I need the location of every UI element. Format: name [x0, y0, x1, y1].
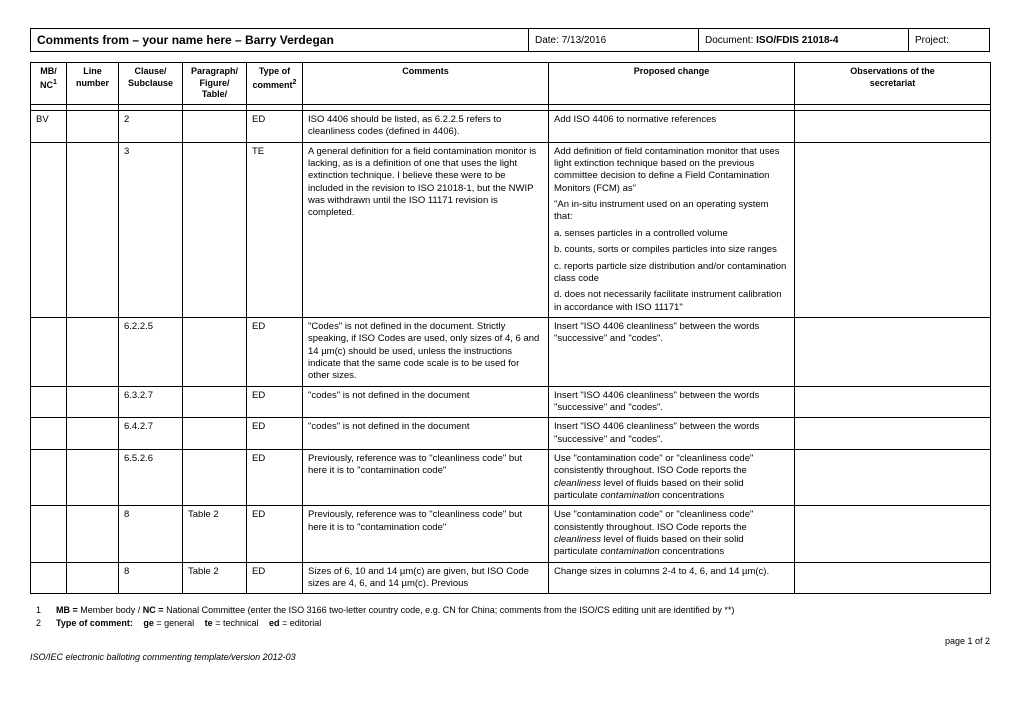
table-row: 6.4.2.7ED"codes" is not defined in the d…: [31, 418, 991, 450]
table-header-row: MB/NC1 Linenumber Clause/Subclause Parag…: [31, 63, 991, 105]
col-mb: MB/NC1: [31, 63, 67, 105]
table-row: 8Table 2EDSizes of 6, 10 and 14 µm(c) ar…: [31, 562, 991, 594]
name-label: Comments from – your name here – Barry V…: [37, 33, 334, 47]
header-project: Project:: [909, 29, 989, 51]
header-date: Date: 7/13/2016: [529, 29, 699, 51]
header-bar: Comments from – your name here – Barry V…: [30, 28, 990, 52]
col-para: Paragraph/Figure/Table/: [183, 63, 247, 105]
col-proposed: Proposed change: [549, 63, 795, 105]
col-type: Type ofcomment2: [247, 63, 303, 105]
table-row: 6.2.2.5ED"Codes" is not defined in the d…: [31, 317, 991, 386]
col-comments: Comments: [303, 63, 549, 105]
footnotes: 1 MB = Member body / NC = National Commi…: [30, 604, 990, 629]
col-obs: Observations of thesecretariat: [795, 63, 991, 105]
col-line: Linenumber: [67, 63, 119, 105]
table-row: 8Table 2EDPreviously, reference was to "…: [31, 506, 991, 562]
table-row: 6.5.2.6EDPreviously, reference was to "c…: [31, 449, 991, 505]
template-version: ISO/IEC electronic balloting commenting …: [30, 652, 990, 662]
header-name: Comments from – your name here – Barry V…: [31, 29, 529, 51]
page-number: page 1 of 2: [30, 636, 990, 646]
table-row: 6.3.2.7ED"codes" is not defined in the d…: [31, 386, 991, 418]
table-body: BV2EDISO 4406 should be listed, as 6.2.2…: [31, 105, 991, 594]
header-document: Document: ISO/FDIS 21018-4: [699, 29, 909, 51]
comments-table: MB/NC1 Linenumber Clause/Subclause Parag…: [30, 62, 991, 594]
col-clause: Clause/Subclause: [119, 63, 183, 105]
table-row: 3TEA general definition for a field cont…: [31, 142, 991, 317]
table-row: BV2EDISO 4406 should be listed, as 6.2.2…: [31, 111, 991, 143]
